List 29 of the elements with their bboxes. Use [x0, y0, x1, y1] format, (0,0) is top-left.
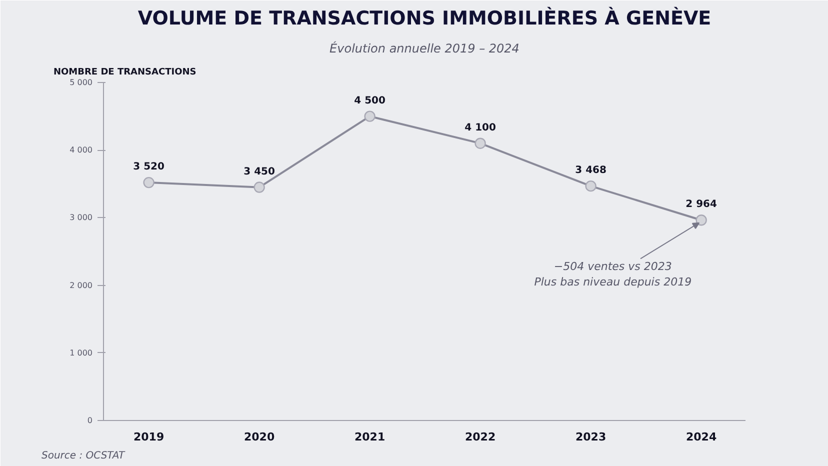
point: [143, 176, 154, 188]
data-label: 3 520: [133, 162, 165, 173]
y-tick-label: 5 000: [70, 78, 93, 87]
y-tick-label: 0: [87, 416, 93, 425]
x-tick-label: 2020: [244, 430, 275, 444]
x-tick-label: 2021: [354, 430, 386, 444]
data-label: 3 450: [244, 166, 276, 178]
point: [364, 110, 376, 122]
y-tick-label: 1 000: [70, 348, 93, 358]
data-label: 2 964: [686, 199, 717, 210]
y-tick-label: 3 000: [70, 213, 93, 222]
chart-title: VOLUME DE TRANSACTIONS IMMOBILIÈRES À GENÈVE: [138, 6, 712, 30]
point: [585, 180, 596, 192]
data-label: 4 100: [464, 122, 496, 134]
x-tick-label: 2019: [133, 430, 164, 444]
y-tick-label: 2 000: [70, 280, 93, 290]
chart-subtitle: Évolution annuelle 2019 – 2024: [330, 40, 520, 56]
y-tick-label: 4 000: [70, 146, 93, 155]
x-tick-label: 2022: [464, 430, 496, 444]
source-note: Source : OCSTAT: [42, 450, 126, 462]
point: [696, 214, 707, 226]
annotation: −504 ventes vs 2023 Plus bas niveau depuis 2019: [534, 260, 692, 289]
x-tick-label: 2023: [575, 430, 606, 444]
y-axis-title: NOMBRE DE TRANSACTIONS: [54, 68, 196, 78]
data-label: 4 500: [354, 95, 386, 106]
point: [474, 138, 486, 149]
x-tick-label: 2024: [686, 430, 717, 444]
point: [254, 182, 265, 193]
data-label: 3 468: [575, 165, 606, 176]
